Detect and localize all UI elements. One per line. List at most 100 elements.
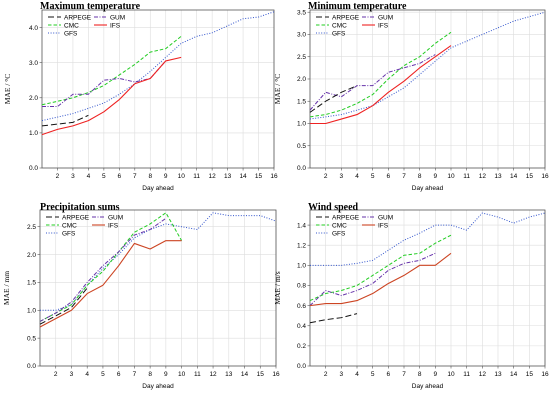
x-tick-label: 9 — [434, 173, 438, 180]
x-tick-label: 4 — [355, 371, 359, 378]
series-line-arpege — [41, 114, 89, 127]
legend-label-ifs: IFS — [378, 22, 389, 29]
legend-label-gfs: GFS — [332, 230, 346, 237]
y-tick-label: 0.4 — [297, 323, 306, 330]
x-tick-label: 6 — [387, 173, 391, 180]
y-tick-label: 2.5 — [297, 54, 306, 61]
y-tick-label: 2.5 — [27, 224, 36, 231]
legend-label-gfs: GFS — [62, 230, 76, 237]
x-tick-label: 13 — [494, 371, 502, 378]
series-line-gum — [309, 252, 436, 306]
chart-panel-1: 2 3 4 5 6 7 8 9 10 11 12 13 14 15 16 0.0 1.0 2.0 3.0 4.0 Day… — [3, 1, 278, 192]
x-tick-label: 3 — [340, 371, 344, 378]
y-tick-label: 0.2 — [297, 343, 306, 350]
y-tick-label: 3.5 — [297, 9, 306, 16]
x-tick-label: 14 — [510, 173, 518, 180]
x-tick-label: 8 — [418, 371, 422, 378]
y-tick-label: 1.5 — [297, 98, 306, 105]
y-tick-label: 1.0 — [29, 130, 38, 137]
x-tick-label: 12 — [479, 371, 487, 378]
x-tick-label: 15 — [526, 173, 534, 180]
plot-frame — [309, 9, 546, 169]
x-tick-label: 6 — [117, 371, 121, 378]
legend-label-ifs: IFS — [378, 222, 389, 229]
legend-label-cmc: CMC — [332, 22, 347, 29]
x-tick-label: 8 — [148, 173, 152, 180]
y-tick-label: 0.0 — [29, 165, 38, 172]
series-line-gfs — [310, 212, 546, 266]
series-line-arpege — [309, 313, 358, 324]
y-tick-label: 0.8 — [297, 283, 306, 290]
x-tick-label: 2 — [56, 173, 60, 180]
x-tick-label: 8 — [418, 173, 422, 180]
y-axis-label: MAE / mm — [2, 271, 11, 305]
series-line-gum — [309, 54, 436, 111]
y-tick-label: 2.0 — [29, 95, 38, 102]
series-line-cmc — [309, 234, 452, 302]
x-tick-label: 5 — [101, 371, 105, 378]
x-tick-label: 6 — [118, 173, 122, 180]
x-tick-label: 2 — [324, 371, 328, 378]
series-line-ifs — [39, 240, 182, 328]
series-line-gfs — [309, 11, 546, 120]
x-tick-label: 14 — [510, 371, 518, 378]
x-tick-label: 14 — [239, 173, 247, 180]
y-axis-label: MAE / m/s — [273, 271, 282, 304]
x-tick-label: 5 — [371, 173, 375, 180]
x-tick-label: 14 — [241, 371, 249, 378]
chart-title: Precipitation sums — [40, 202, 120, 213]
y-axis-label: MAE / °C — [273, 74, 282, 105]
y-tick-label: 1.0 — [297, 263, 306, 270]
x-tick-label: 15 — [255, 173, 263, 180]
x-tick-label: 7 — [133, 371, 137, 378]
legend-label-cmc: CMC — [62, 222, 77, 229]
legend-label-arpege: ARPEGE — [332, 14, 360, 21]
chart-panel-4: 2 3 4 5 6 7 8 9 10 11 12 13 14 15 16 0.0 0.2 0.4 0.6 0.8 1.0… — [273, 202, 549, 390]
x-tick-label: 11 — [193, 173, 200, 180]
series-line-gum — [39, 217, 167, 322]
y-tick-label: 0.0 — [297, 165, 306, 172]
legend-label-gfs: GFS — [332, 30, 346, 37]
y-tick-label: 1.0 — [297, 121, 306, 128]
y-tick-label: 0.5 — [27, 335, 36, 342]
y-tick-label: 0.0 — [27, 363, 36, 370]
x-tick-label: 9 — [164, 371, 168, 378]
x-tick-label: 10 — [447, 371, 455, 378]
x-tick-label: 10 — [178, 173, 186, 180]
chart-panel-2: 2 3 4 5 6 7 8 9 10 11 12 13 14 15 16 0.0 0.5 1.0 1.5 2.0 2.5… — [273, 1, 549, 192]
legend-label-gum: GUM — [108, 214, 123, 221]
x-tick-label: 16 — [541, 173, 549, 180]
plot-frame — [39, 209, 277, 367]
x-tick-label: 12 — [479, 173, 487, 180]
series-line-cmc — [309, 31, 452, 118]
legend-label-arpege: ARPEGE — [62, 214, 90, 221]
chart-title: Maximum temperature — [40, 1, 141, 12]
y-tick-label: 3.0 — [29, 60, 38, 67]
y-tick-label: 0.6 — [297, 303, 306, 310]
y-tick-label: 3.0 — [297, 32, 306, 39]
series-line-ifs — [310, 45, 452, 125]
x-axis-label: Day ahead — [412, 185, 444, 192]
legend-label-cmc: CMC — [332, 222, 347, 229]
x-tick-label: 4 — [87, 173, 91, 180]
y-tick-label: 4.0 — [29, 25, 38, 32]
x-tick-label: 11 — [463, 173, 470, 180]
x-axis-label: Day ahead — [142, 383, 174, 390]
x-tick-label: 16 — [541, 371, 549, 378]
legend-label-gfs: GFS — [64, 30, 78, 37]
series-line-arpege — [309, 85, 358, 113]
x-tick-label: 12 — [209, 173, 217, 180]
y-tick-label: 1.0 — [27, 307, 36, 314]
y-tick-label: 1.4 — [297, 222, 306, 229]
y-axis-label: MAE / °C — [3, 74, 12, 105]
x-axis-label: Day ahead — [142, 185, 174, 192]
legend-label-arpege: ARPEGE — [332, 214, 360, 221]
series-line-ifs — [41, 56, 182, 136]
legend-label-gum: GUM — [378, 14, 393, 21]
x-tick-label: 11 — [463, 371, 470, 378]
y-tick-label: 1.5 — [27, 280, 36, 287]
plot-frame — [41, 9, 275, 169]
